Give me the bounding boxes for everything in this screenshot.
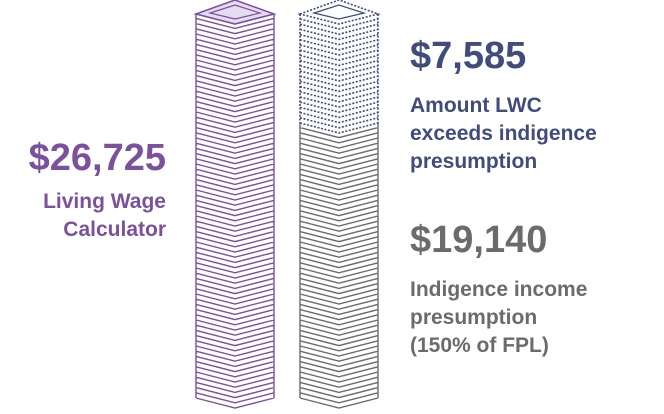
- stack-top: [297, 0, 381, 25]
- series-label: Living Wage Calculator: [43, 190, 166, 241]
- stack-segment: [299, 122, 379, 409]
- stack-top: [193, 0, 277, 25]
- stack-top-inner: [207, 4, 263, 20]
- series-label: Indigence income presumption (150% of FP…: [410, 277, 588, 357]
- stack-top-inner: [311, 4, 367, 20]
- series-label: Amount LWC exceeds indigence presumption: [410, 94, 597, 173]
- value-label: $7,585: [410, 35, 527, 77]
- stack-segment: [195, 14, 275, 409]
- value-label: $19,140: [410, 218, 548, 261]
- stack-segment: [299, 14, 379, 134]
- value-label: $26,725: [28, 137, 166, 179]
